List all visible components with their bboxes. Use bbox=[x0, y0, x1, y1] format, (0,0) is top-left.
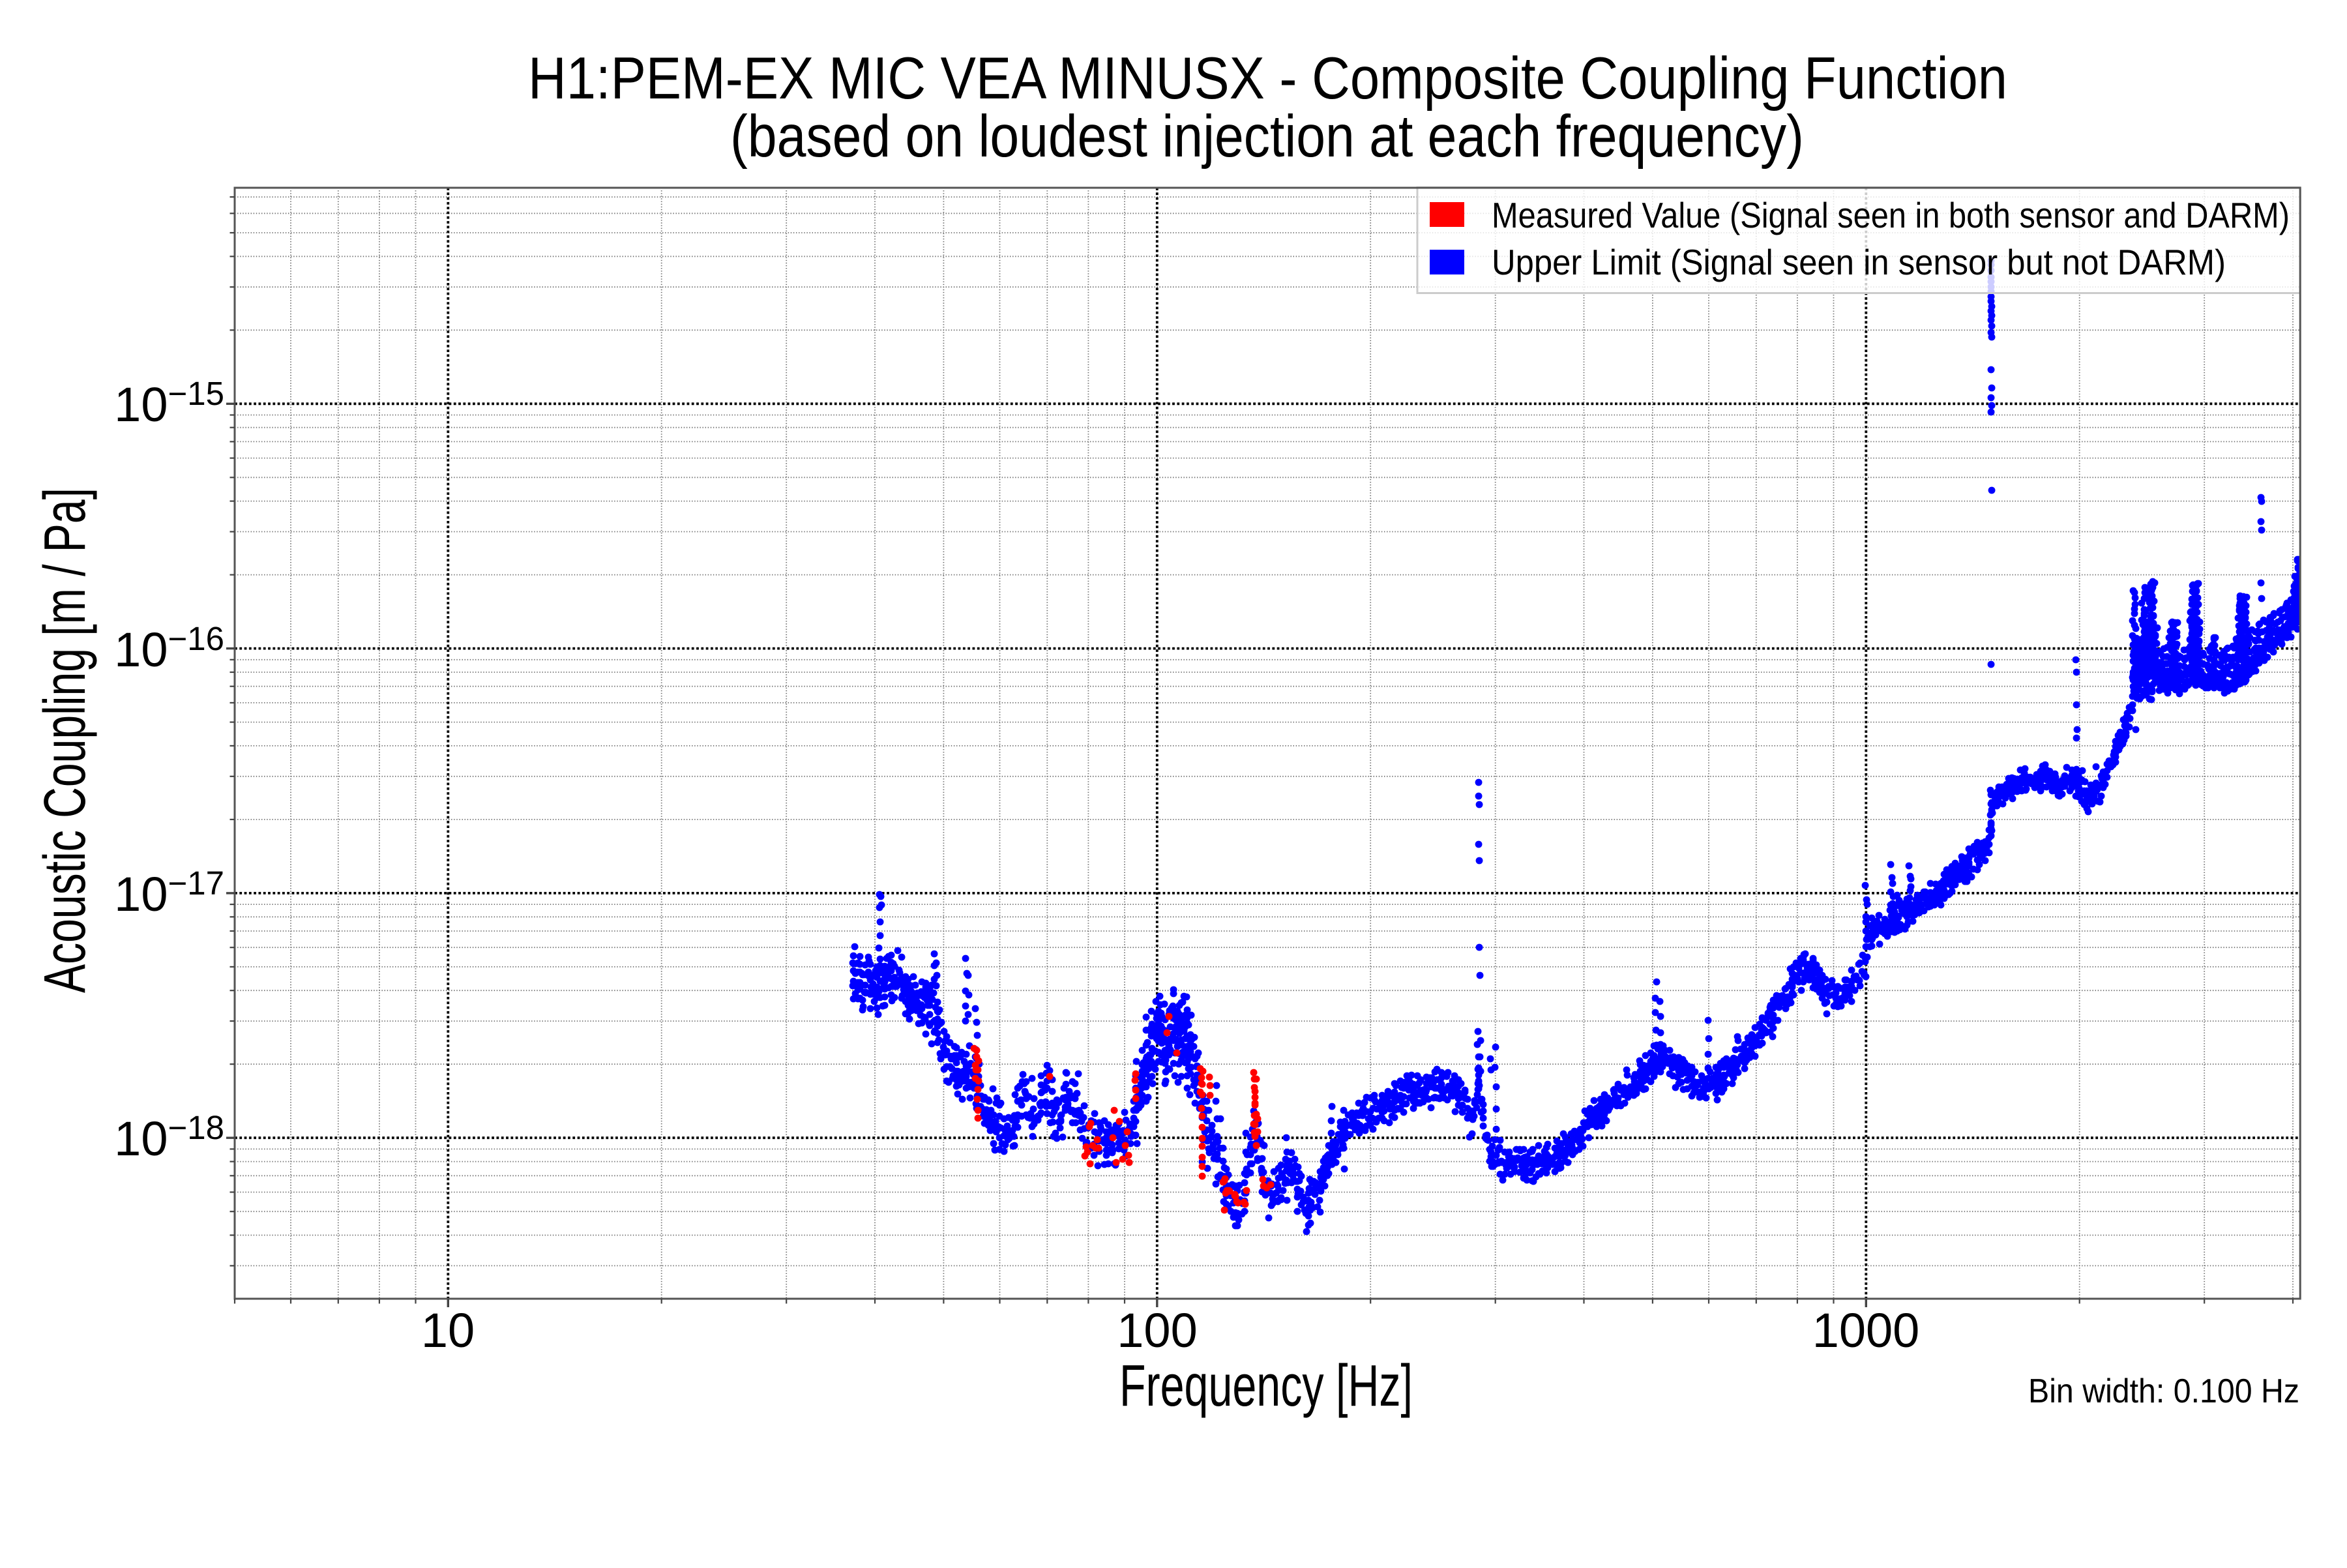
svg-text:Upper Limit (Signal seen in se: Upper Limit (Signal seen in sensor but n… bbox=[1492, 242, 2226, 282]
svg-text:1000: 1000 bbox=[1812, 1303, 1920, 1357]
svg-text:100: 100 bbox=[1117, 1303, 1197, 1357]
svg-text:10−15: 10−15 bbox=[114, 375, 224, 432]
svg-text:(based on loudest injection at: (based on loudest injection at each freq… bbox=[730, 104, 1804, 170]
svg-text:10: 10 bbox=[421, 1303, 475, 1357]
svg-text:Acoustic Coupling [m / Pa]: Acoustic Coupling [m / Pa] bbox=[33, 488, 98, 993]
svg-text:H1:PEM-EX MIC VEA MINUSX - Com: H1:PEM-EX MIC VEA MINUSX - Composite Cou… bbox=[528, 46, 2007, 111]
svg-text:Bin width: 0.100 Hz: Bin width: 0.100 Hz bbox=[2028, 1372, 2299, 1410]
svg-text:10−17: 10−17 bbox=[114, 865, 224, 921]
svg-text:Measured Value (Signal seen in: Measured Value (Signal seen in both sens… bbox=[1492, 195, 2290, 235]
svg-text:10−16: 10−16 bbox=[114, 620, 224, 677]
svg-text:10−18: 10−18 bbox=[114, 1109, 224, 1166]
svg-text:Frequency [Hz]: Frequency [Hz] bbox=[1119, 1354, 1413, 1419]
